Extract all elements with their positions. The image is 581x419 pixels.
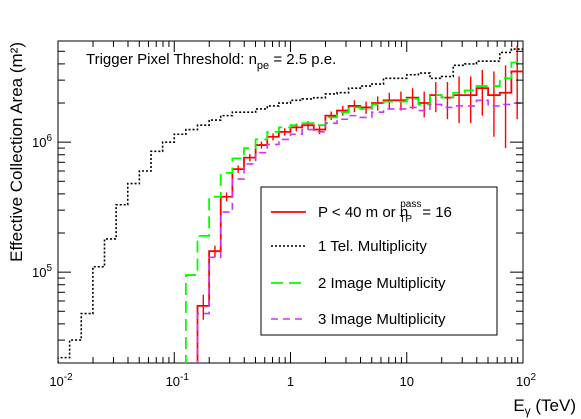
x-axis-label: Eγ (TeV)	[513, 396, 576, 418]
y-tick-label-0: 105	[32, 263, 52, 280]
legend-label-red: P < 40 m or npass TP = 16	[318, 199, 452, 225]
series-line-red	[196, 70, 523, 363]
legend: P < 40 m or npass TP = 16 1 Tel. Multipli…	[260, 186, 498, 336]
x-tick-label-3: 10	[400, 374, 414, 389]
y-axis-label: Effective Collection Area (m²)	[7, 42, 26, 262]
legend-entry-black: 1 Tel. Multiplicity	[271, 238, 427, 255]
legend-label-purple: 3 Image Multiplicity	[318, 311, 446, 328]
x-tick-label-2: 1	[287, 374, 294, 389]
series-layer	[58, 45, 523, 363]
y-tick-label-1: 106	[32, 133, 52, 150]
x-tick-label-0: 10-2	[49, 372, 73, 389]
legend-entry-purple: 3 Image Multiplicity	[271, 311, 446, 328]
axes-layer: 10-2 10-1 1 10 102 105 106	[32, 40, 536, 389]
series-line-green	[184, 61, 523, 363]
legend-label-green: 2 Image Multiplicity	[318, 275, 446, 292]
x-tick-label-4: 102	[516, 372, 536, 389]
legend-label-black: 1 Tel. Multiplicity	[318, 238, 427, 255]
series-line-black	[58, 48, 523, 363]
trigger-threshold-annotation: Trigger Pixel Threshold: npe = 2.5 p.e.	[86, 51, 336, 72]
legend-entry-red: P < 40 m or npass TP = 16	[271, 199, 452, 225]
x-tick-label-1: 10-1	[166, 372, 190, 389]
legend-entry-green: 2 Image Multiplicity	[271, 275, 446, 292]
